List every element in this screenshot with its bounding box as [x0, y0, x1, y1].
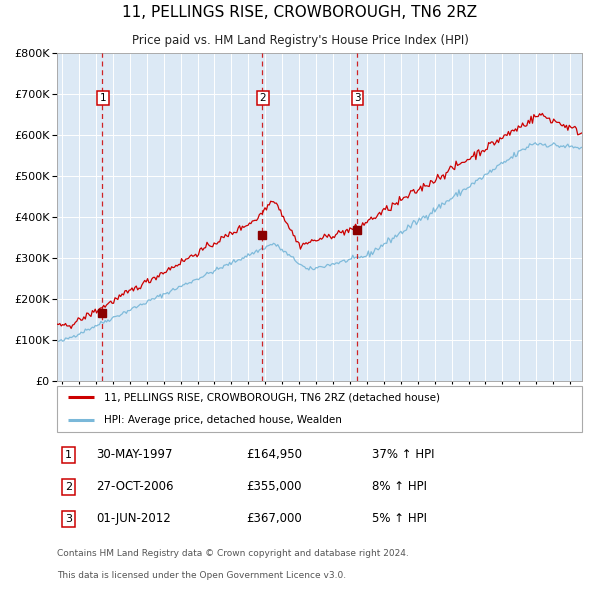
- Text: 27-OCT-2006: 27-OCT-2006: [97, 480, 174, 493]
- Text: £164,950: £164,950: [246, 448, 302, 461]
- Text: 2: 2: [65, 482, 72, 491]
- Text: £355,000: £355,000: [246, 480, 302, 493]
- Text: 30-MAY-1997: 30-MAY-1997: [97, 448, 173, 461]
- Text: Contains HM Land Registry data © Crown copyright and database right 2024.: Contains HM Land Registry data © Crown c…: [57, 549, 409, 558]
- Text: 01-JUN-2012: 01-JUN-2012: [97, 512, 171, 525]
- Text: This data is licensed under the Open Government Licence v3.0.: This data is licensed under the Open Gov…: [57, 571, 346, 579]
- Text: 3: 3: [355, 93, 361, 103]
- Text: 1: 1: [100, 93, 106, 103]
- Text: 2: 2: [260, 93, 266, 103]
- Text: 3: 3: [65, 514, 72, 524]
- Text: 1: 1: [65, 450, 72, 460]
- Text: 8% ↑ HPI: 8% ↑ HPI: [372, 480, 427, 493]
- Text: HPI: Average price, detached house, Wealden: HPI: Average price, detached house, Weal…: [104, 415, 342, 425]
- Text: 11, PELLINGS RISE, CROWBOROUGH, TN6 2RZ (detached house): 11, PELLINGS RISE, CROWBOROUGH, TN6 2RZ …: [104, 392, 440, 402]
- Text: £367,000: £367,000: [246, 512, 302, 525]
- Text: Price paid vs. HM Land Registry's House Price Index (HPI): Price paid vs. HM Land Registry's House …: [131, 34, 469, 47]
- Text: 11, PELLINGS RISE, CROWBOROUGH, TN6 2RZ: 11, PELLINGS RISE, CROWBOROUGH, TN6 2RZ: [122, 5, 478, 20]
- Text: 37% ↑ HPI: 37% ↑ HPI: [372, 448, 434, 461]
- FancyBboxPatch shape: [57, 385, 582, 432]
- Text: 5% ↑ HPI: 5% ↑ HPI: [372, 512, 427, 525]
